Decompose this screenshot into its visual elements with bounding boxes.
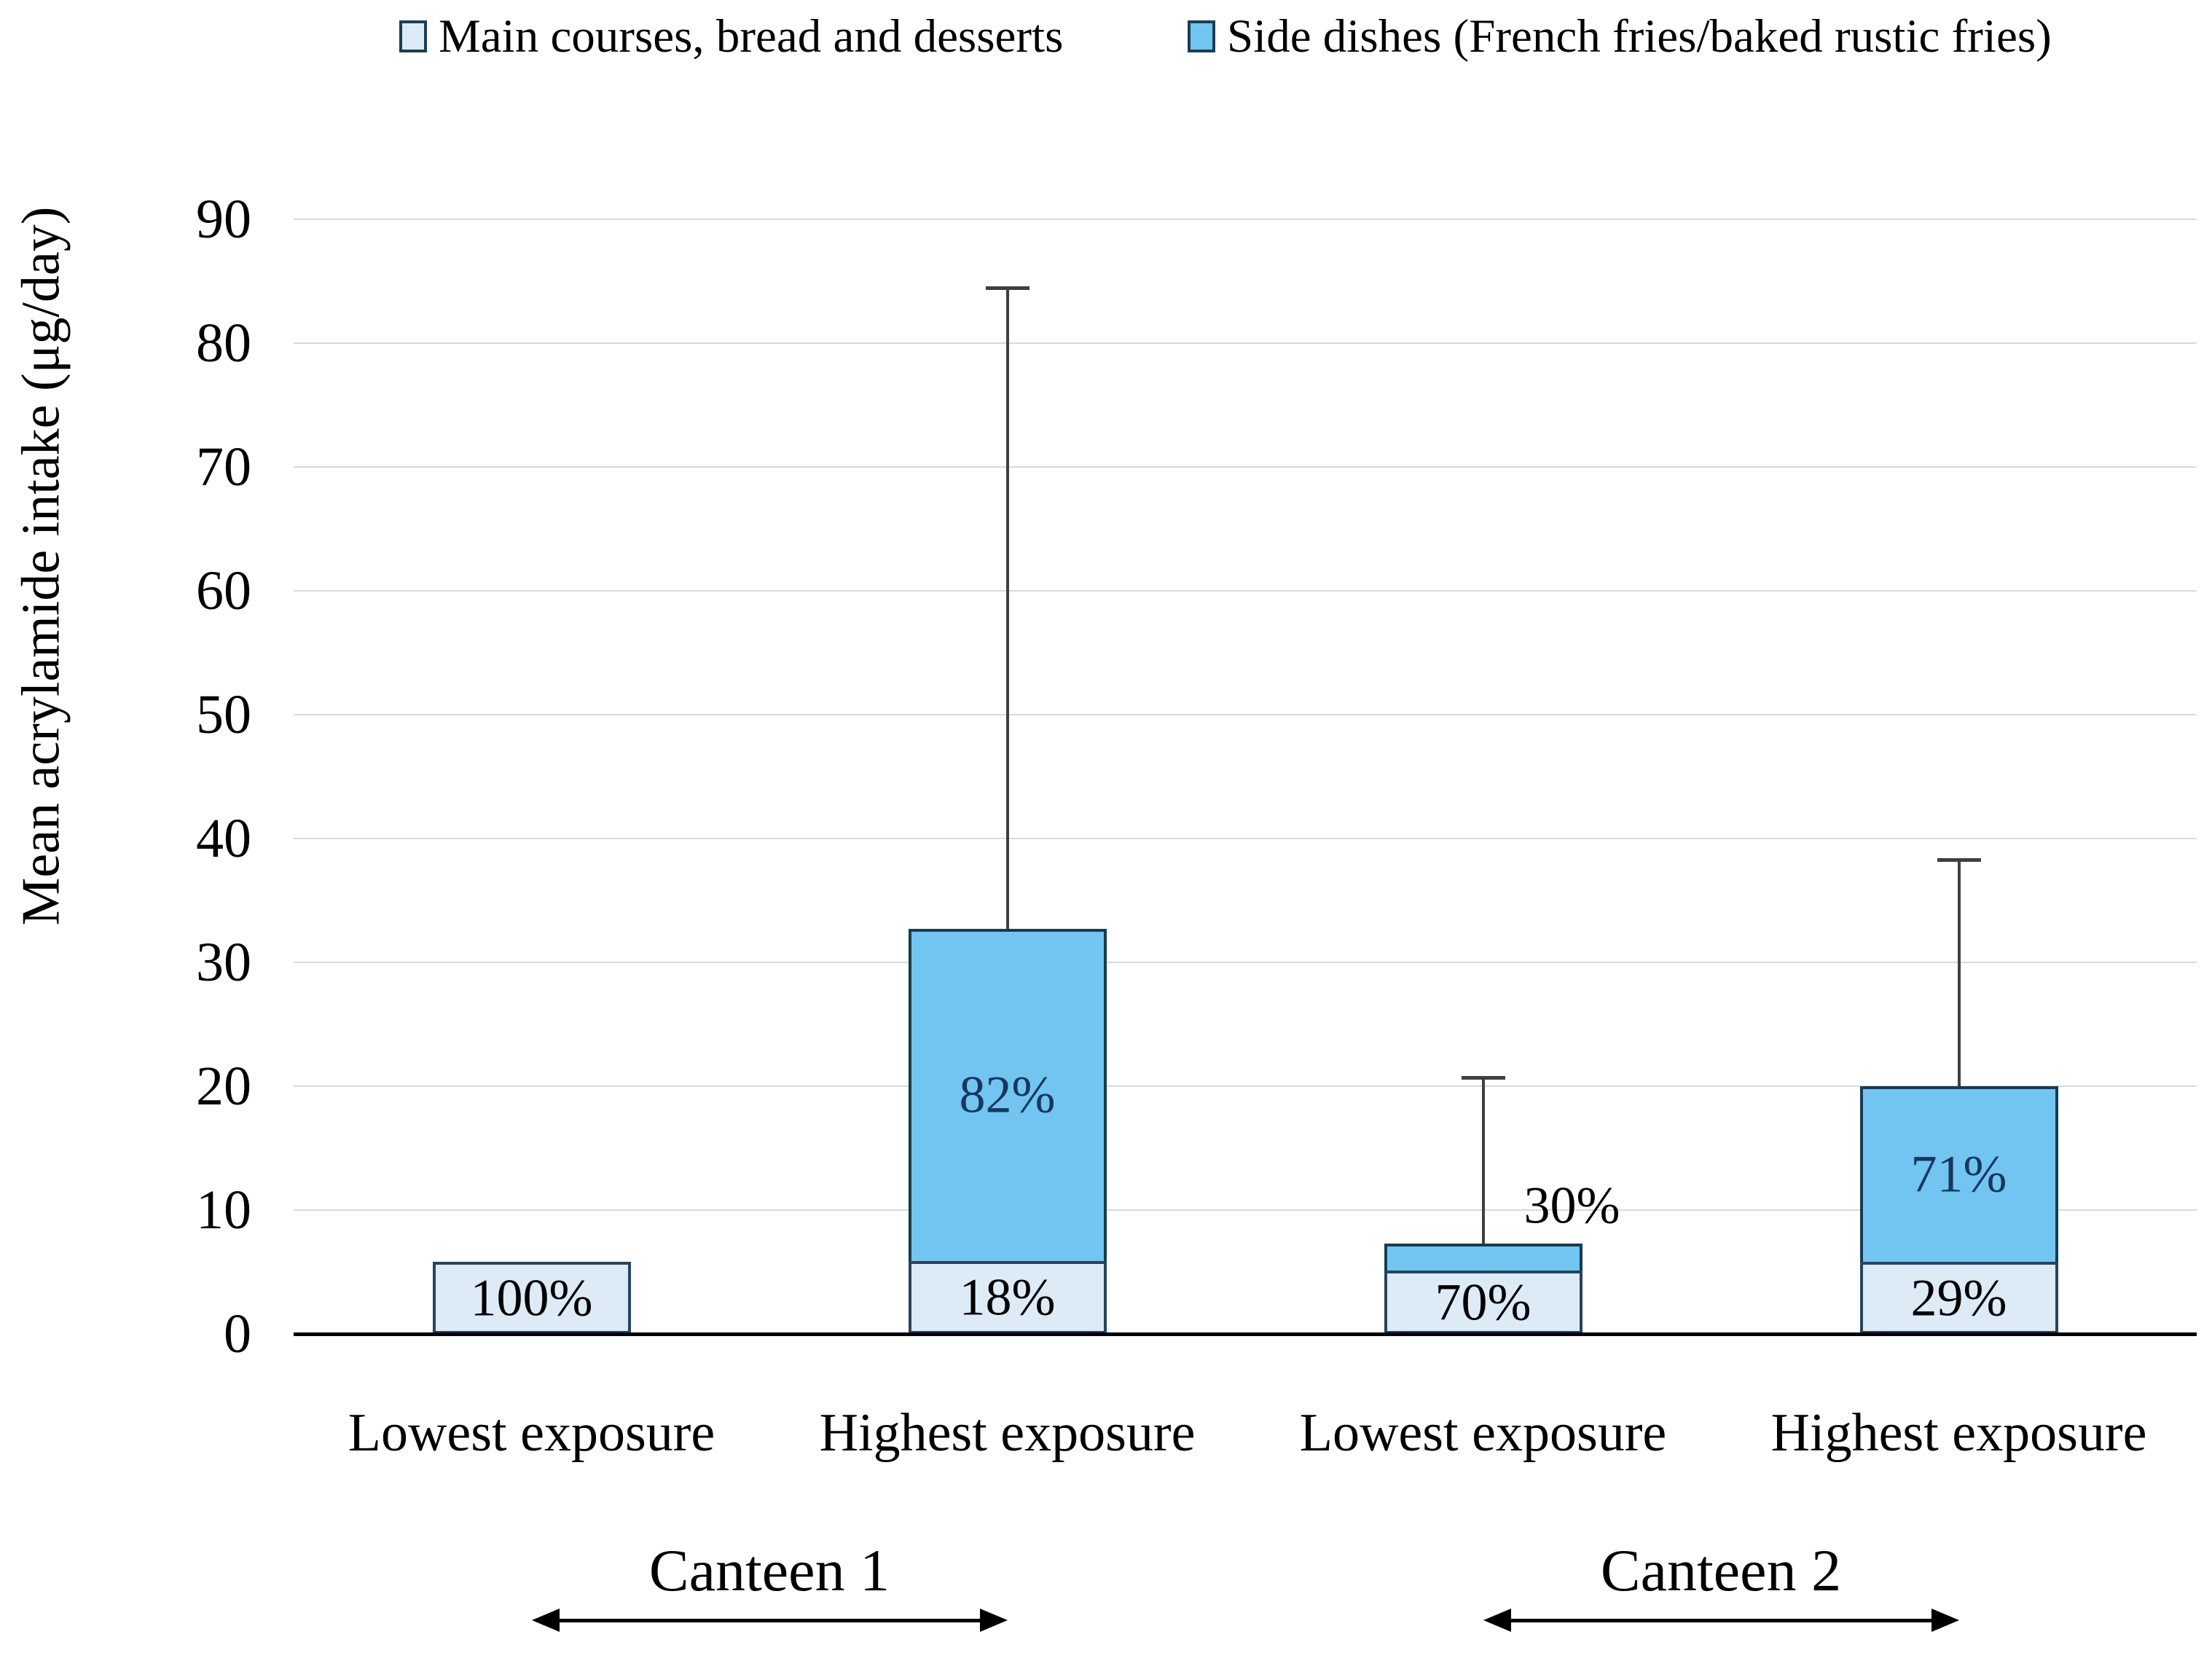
group-arrow-left-head-2 [1483, 1609, 1511, 1632]
bar-1-side-dishes-segment [908, 929, 1107, 1261]
bar-3-main-courses-segment [1859, 1262, 2058, 1334]
group-arrow-left-head-1 [531, 1609, 560, 1632]
error-bar-line-1 [1005, 287, 1009, 930]
legend-swatch-main-courses-icon [399, 20, 427, 52]
gridline-y-40 [294, 838, 2197, 839]
bar-0-main-courses-segment [432, 1262, 631, 1334]
y-tick-label-30: 30 [196, 932, 251, 993]
y-tick-label-0: 0 [224, 1303, 251, 1365]
group-arrow-right-head-2 [1931, 1609, 1959, 1632]
y-tick-label-10: 10 [196, 1179, 251, 1241]
legend-item-side-dishes: Side dishes (French fries/baked rustic f… [1188, 10, 2052, 63]
x-category-label-3: Highest exposure [1770, 1403, 2147, 1463]
pct-label-side-3: 71% [1910, 1144, 2007, 1204]
error-bar-cap-1 [985, 286, 1029, 290]
gridline-y-60 [294, 590, 2197, 592]
y-tick-label-70: 70 [196, 436, 251, 498]
x-axis-line [294, 1332, 2197, 1336]
bar-3-side-dishes-segment [1859, 1086, 2058, 1263]
group-label-canteen-2: Canteen 2 [1600, 1537, 1842, 1603]
pct-label-side-2: 30% [1523, 1176, 1620, 1235]
pct-label-main-2: 70% [1435, 1273, 1531, 1332]
pct-label-main-0: 100% [470, 1268, 593, 1327]
legend-item-main-courses: Main courses, bread and desserts [399, 10, 1063, 63]
y-tick-label-90: 90 [196, 189, 251, 250]
group-arrow-line-1 [556, 1619, 983, 1622]
gridline-y-80 [294, 342, 2197, 344]
group-label-canteen-1: Canteen 1 [648, 1537, 890, 1603]
error-bar-line-3 [1957, 859, 1961, 1086]
gridline-y-70 [294, 466, 2197, 468]
y-tick-label-50: 50 [196, 684, 251, 745]
legend-label-main-courses: Main courses, bread and desserts [439, 10, 1064, 63]
gridline-y-10 [294, 1209, 2197, 1211]
y-tick-label-60: 60 [196, 560, 251, 621]
gridline-y-30 [294, 962, 2197, 963]
x-category-label-2: Lowest exposure [1299, 1403, 1667, 1463]
x-category-label-1: Highest exposure [819, 1403, 1196, 1463]
group-arrow-line-2 [1507, 1619, 1934, 1622]
bar-2-main-courses-segment [1384, 1271, 1582, 1334]
legend-swatch-side-dishes-icon [1188, 20, 1215, 52]
bar-1-main-courses-segment [908, 1260, 1107, 1334]
legend-label-side-dishes: Side dishes (French fries/baked rustic f… [1227, 10, 2052, 63]
y-tick-label-20: 20 [196, 1056, 251, 1117]
pct-label-main-1: 18% [959, 1268, 1056, 1327]
error-bar-cap-2 [1461, 1076, 1505, 1080]
bar-2-side-dishes-segment [1384, 1243, 1582, 1271]
y-tick-label-80: 80 [196, 313, 251, 374]
gridline-y-50 [294, 714, 2197, 715]
y-tick-label-40: 40 [196, 808, 251, 869]
error-bar-cap-3 [1937, 857, 1981, 862]
pct-label-side-1: 82% [959, 1065, 1056, 1124]
gridline-y-20 [294, 1085, 2197, 1087]
gridline-y-90 [294, 219, 2197, 220]
error-bar-line-2 [1481, 1077, 1485, 1244]
x-category-label-0: Lowest exposure [348, 1403, 715, 1463]
group-arrow-right-head-1 [979, 1609, 1008, 1632]
pct-label-main-3: 29% [1910, 1268, 2007, 1327]
y-axis-title: Mean acrylamide intake (μg/day) [11, 206, 71, 926]
